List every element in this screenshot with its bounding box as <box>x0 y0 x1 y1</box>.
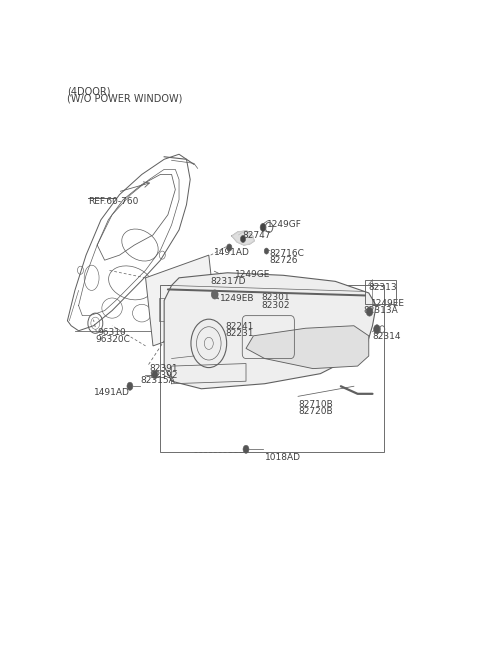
Text: 82720B: 82720B <box>298 407 333 417</box>
Text: 1491AD: 1491AD <box>215 248 250 257</box>
Text: 82716C: 82716C <box>269 249 304 258</box>
Text: (4DOOR): (4DOOR) <box>67 86 111 96</box>
Polygon shape <box>246 326 369 369</box>
Text: 1491AD: 1491AD <box>94 388 129 397</box>
Text: 82391: 82391 <box>149 364 178 373</box>
Text: 82231: 82231 <box>226 329 254 338</box>
Text: 82392: 82392 <box>149 371 178 380</box>
Text: 82313A: 82313A <box>363 306 398 315</box>
Circle shape <box>211 290 218 299</box>
Circle shape <box>240 235 246 242</box>
Text: 82302: 82302 <box>261 301 289 310</box>
Text: 96310: 96310 <box>97 328 126 337</box>
Text: 82315A: 82315A <box>140 376 175 385</box>
Text: 82314: 82314 <box>372 332 401 341</box>
Circle shape <box>366 307 373 316</box>
Circle shape <box>127 383 133 390</box>
Circle shape <box>373 325 380 334</box>
Text: 1018AD: 1018AD <box>264 453 300 462</box>
Text: 82301: 82301 <box>261 293 289 303</box>
Circle shape <box>260 223 266 231</box>
Text: 96320C: 96320C <box>96 335 130 345</box>
Polygon shape <box>232 231 254 245</box>
Text: (W/O POWER WINDOW): (W/O POWER WINDOW) <box>67 94 183 103</box>
Text: 1249GF: 1249GF <box>266 220 301 229</box>
Bar <box>365 280 396 304</box>
Text: 82317D: 82317D <box>211 277 246 286</box>
Circle shape <box>264 248 269 254</box>
Polygon shape <box>215 273 224 282</box>
Text: 82313: 82313 <box>369 284 397 292</box>
Text: 1249EE: 1249EE <box>371 299 405 308</box>
Text: 1249GE: 1249GE <box>235 271 270 279</box>
Bar <box>158 298 192 321</box>
Circle shape <box>243 445 249 453</box>
Text: 82726: 82726 <box>269 256 298 265</box>
Text: 82241: 82241 <box>226 322 254 331</box>
Text: 82747: 82747 <box>242 231 271 240</box>
Text: 82710B: 82710B <box>298 400 333 409</box>
Text: REF.60-760: REF.60-760 <box>88 197 138 206</box>
Circle shape <box>152 371 158 379</box>
Circle shape <box>227 244 232 251</box>
Polygon shape <box>145 255 216 346</box>
Text: 1249EB: 1249EB <box>220 295 254 303</box>
Polygon shape <box>164 272 376 389</box>
Bar <box>160 286 384 452</box>
